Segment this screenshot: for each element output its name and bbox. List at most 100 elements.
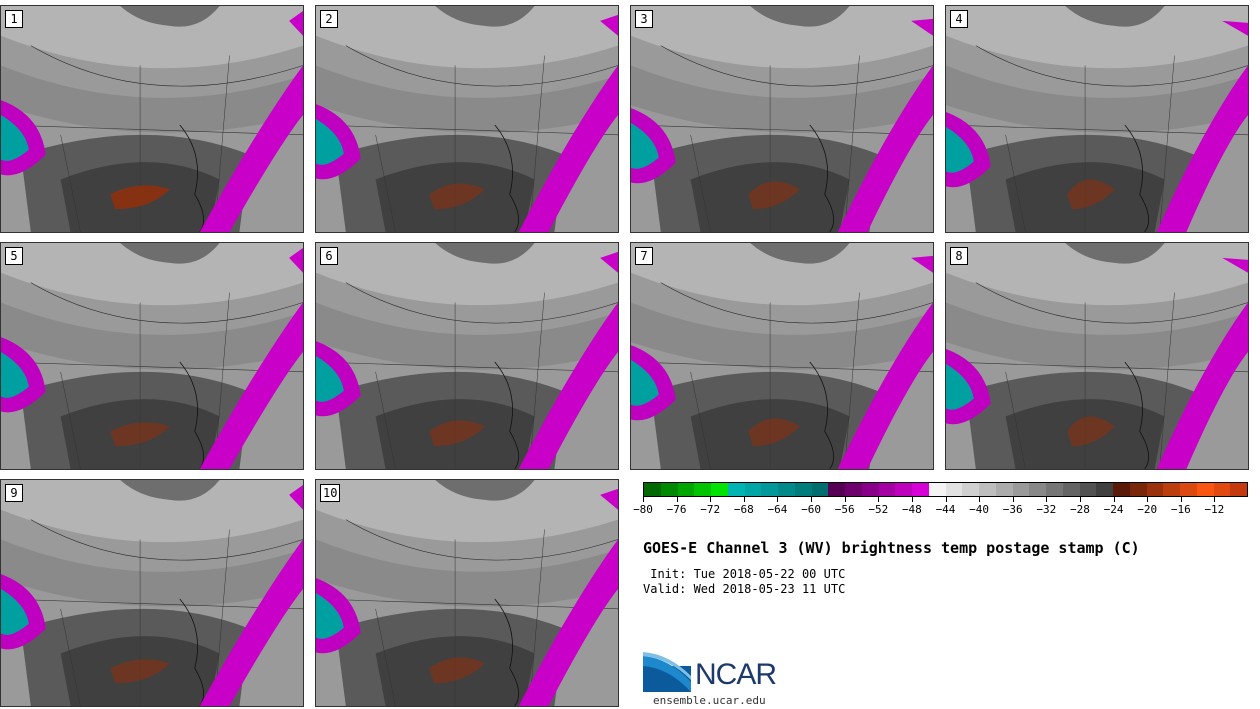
stamp-panel-1: 1	[0, 5, 304, 233]
colorbar-tick-label: −12	[1204, 503, 1225, 516]
colorbar-tick-label: −68	[733, 503, 754, 516]
colorbar-tick	[1046, 497, 1048, 502]
colorbar-tick-label: −72	[700, 503, 721, 516]
colorbar-ticks: −80 −76 −72 −68 −64 −60 −56 −52 −48 −44 −40 −36 −32−…	[633, 497, 1248, 517]
logo-text: NCAR	[695, 658, 777, 691]
colorbar-swatch	[845, 483, 862, 496]
colorbar-swatch	[1029, 483, 1046, 496]
colorbar-tick	[1079, 497, 1081, 502]
water-vapor-map	[631, 6, 933, 232]
stamp-panel-3: 3	[630, 5, 934, 233]
colorbar-swatch	[1230, 483, 1247, 496]
panel-number: 6	[320, 247, 338, 265]
colorbar-swatch	[1113, 483, 1130, 496]
colorbar	[643, 482, 1248, 497]
colorbar-swatch	[878, 483, 896, 496]
valid-time: Valid: Wed 2018-05-23 11 UTC	[643, 582, 846, 596]
colorbar-swatch	[744, 483, 762, 496]
colorbar-swatch	[1180, 483, 1197, 496]
colorbar-swatch	[1146, 483, 1164, 496]
colorbar-swatch	[644, 483, 661, 496]
panel-number: 3	[635, 10, 653, 28]
panel-number: 10	[320, 484, 341, 502]
colorbar-tick	[777, 497, 779, 502]
colorbar-tick	[1012, 497, 1014, 502]
water-vapor-map	[1, 243, 303, 469]
colorbar-swatch	[861, 483, 879, 496]
colorbar-tick-label: −36	[1002, 503, 1023, 516]
colorbar-swatch	[895, 483, 912, 496]
water-vapor-map	[1, 6, 303, 232]
colorbar-tick	[878, 497, 880, 502]
colorbar-tick-label: −64	[767, 503, 788, 516]
water-vapor-map	[946, 243, 1248, 469]
colorbar-swatch	[1079, 483, 1097, 496]
colorbar-tick	[1113, 497, 1115, 502]
panel-number: 7	[635, 247, 653, 265]
colorbar-tick	[710, 497, 712, 502]
colorbar-swatch	[912, 483, 929, 496]
colorbar-tick	[1214, 497, 1216, 502]
water-vapor-map	[631, 243, 933, 469]
panel-number: 4	[950, 10, 968, 28]
colorbar-tick	[743, 497, 745, 502]
colorbar-tick	[911, 497, 913, 502]
colorbar-tick-label: −40	[969, 503, 990, 516]
colorbar-swatch	[962, 483, 979, 496]
colorbar-tick-label: −20	[1137, 503, 1158, 516]
colorbar-tick-label: −76	[666, 503, 687, 516]
panel-number: 9	[5, 484, 23, 502]
water-vapor-map	[1, 480, 303, 706]
panel-number: 5	[5, 247, 23, 265]
colorbar-swatch	[945, 483, 963, 496]
colorbar-swatch	[928, 483, 946, 496]
stamp-panel-2: 2	[315, 5, 619, 233]
colorbar-tick-label: −60	[801, 503, 821, 516]
colorbar-tick	[643, 497, 644, 502]
water-vapor-map	[316, 480, 618, 706]
stamp-panel-9: 9	[0, 479, 304, 707]
water-vapor-map	[316, 6, 618, 232]
colorbar-swatch	[995, 483, 1013, 496]
colorbar-swatch	[979, 483, 996, 496]
colorbar-swatch	[1062, 483, 1080, 496]
colorbar-tick	[1147, 497, 1149, 502]
colorbar-swatch	[761, 483, 778, 496]
colorbar-tick-label: −56	[834, 503, 855, 516]
colorbar-swatch	[1163, 483, 1180, 496]
page-title: GOES-E Channel 3 (WV) brightness temp po…	[643, 539, 1140, 557]
colorbar-tick	[811, 497, 813, 502]
colorbar-swatch	[1046, 483, 1063, 496]
ncar-logo-mark	[643, 652, 691, 692]
colorbar-swatch	[1012, 483, 1030, 496]
colorbar-swatch	[1129, 483, 1147, 496]
colorbar-swatch	[1196, 483, 1214, 496]
init-time: Init: Tue 2018-05-22 00 UTC	[643, 567, 846, 581]
colorbar-tick	[844, 497, 846, 502]
colorbar-tick-label: −24	[1103, 503, 1124, 516]
colorbar-swatch	[828, 483, 845, 496]
colorbar-tick	[945, 497, 947, 502]
colorbar-tick	[979, 497, 981, 502]
colorbar-swatch	[677, 483, 695, 496]
stamp-panel-8: 8	[945, 242, 1249, 470]
colorbar-swatch	[711, 483, 728, 496]
stamp-panel-6: 6	[315, 242, 619, 470]
colorbar-tick	[676, 497, 678, 502]
colorbar-tick-label: −32	[1036, 503, 1057, 516]
colorbar-swatch	[660, 483, 678, 496]
colorbar-swatch	[694, 483, 711, 496]
colorbar-tick-label: −28	[1070, 503, 1090, 516]
colorbar-swatch	[727, 483, 745, 496]
stamp-panel-4: 4	[945, 5, 1249, 233]
stamp-panel-7: 7	[630, 242, 934, 470]
colorbar-tick-label: −48	[901, 503, 922, 516]
stamp-panel-5: 5	[0, 242, 304, 470]
stamp-panel-10: 10	[315, 479, 619, 707]
panel-number: 1	[5, 10, 23, 28]
colorbar-tick-label: −16	[1170, 503, 1191, 516]
panel-number: 8	[950, 247, 968, 265]
site-url: ensemble.ucar.edu	[653, 694, 766, 707]
panel-number: 2	[320, 10, 338, 28]
water-vapor-map	[316, 243, 618, 469]
